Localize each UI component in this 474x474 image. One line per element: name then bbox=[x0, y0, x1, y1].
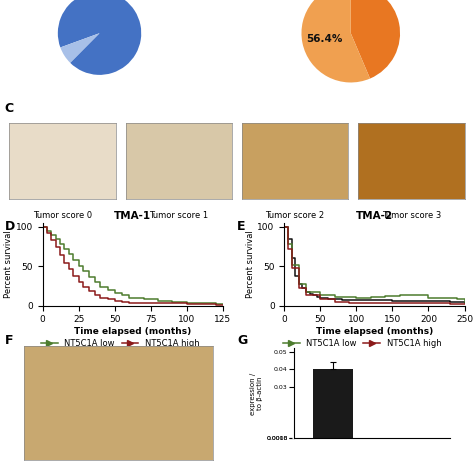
Bar bbox=[313, 369, 353, 440]
Text: Tumor score 2: Tumor score 2 bbox=[265, 211, 325, 220]
Text: G: G bbox=[237, 334, 247, 347]
Y-axis label: Percent survival: Percent survival bbox=[4, 230, 13, 298]
Wedge shape bbox=[301, 0, 370, 82]
Y-axis label: expression /
to β-actin: expression / to β-actin bbox=[250, 372, 264, 415]
Text: Tumor score 0: Tumor score 0 bbox=[33, 211, 92, 220]
Wedge shape bbox=[351, 0, 400, 79]
X-axis label: Time elapsed (months): Time elapsed (months) bbox=[74, 327, 191, 336]
Text: 56.4%: 56.4% bbox=[306, 34, 342, 44]
Title: TMA-2: TMA-2 bbox=[356, 210, 393, 220]
X-axis label: Time elapsed (months): Time elapsed (months) bbox=[316, 327, 433, 336]
Text: E: E bbox=[237, 220, 246, 233]
Wedge shape bbox=[58, 0, 141, 75]
Title: TMA-1: TMA-1 bbox=[114, 210, 151, 220]
Legend: NT5C1A low, NT5C1A high: NT5C1A low, NT5C1A high bbox=[280, 336, 445, 351]
Text: D: D bbox=[5, 220, 15, 233]
Text: Tumor score 3: Tumor score 3 bbox=[382, 211, 441, 220]
Wedge shape bbox=[60, 33, 100, 63]
Bar bbox=[376, 438, 415, 440]
Text: F: F bbox=[5, 334, 13, 347]
Text: Tumor score 1: Tumor score 1 bbox=[149, 211, 209, 220]
Text: C: C bbox=[5, 102, 14, 115]
Legend: NT5C1A low, NT5C1A high: NT5C1A low, NT5C1A high bbox=[38, 336, 203, 351]
Y-axis label: Percent survival: Percent survival bbox=[246, 230, 255, 298]
